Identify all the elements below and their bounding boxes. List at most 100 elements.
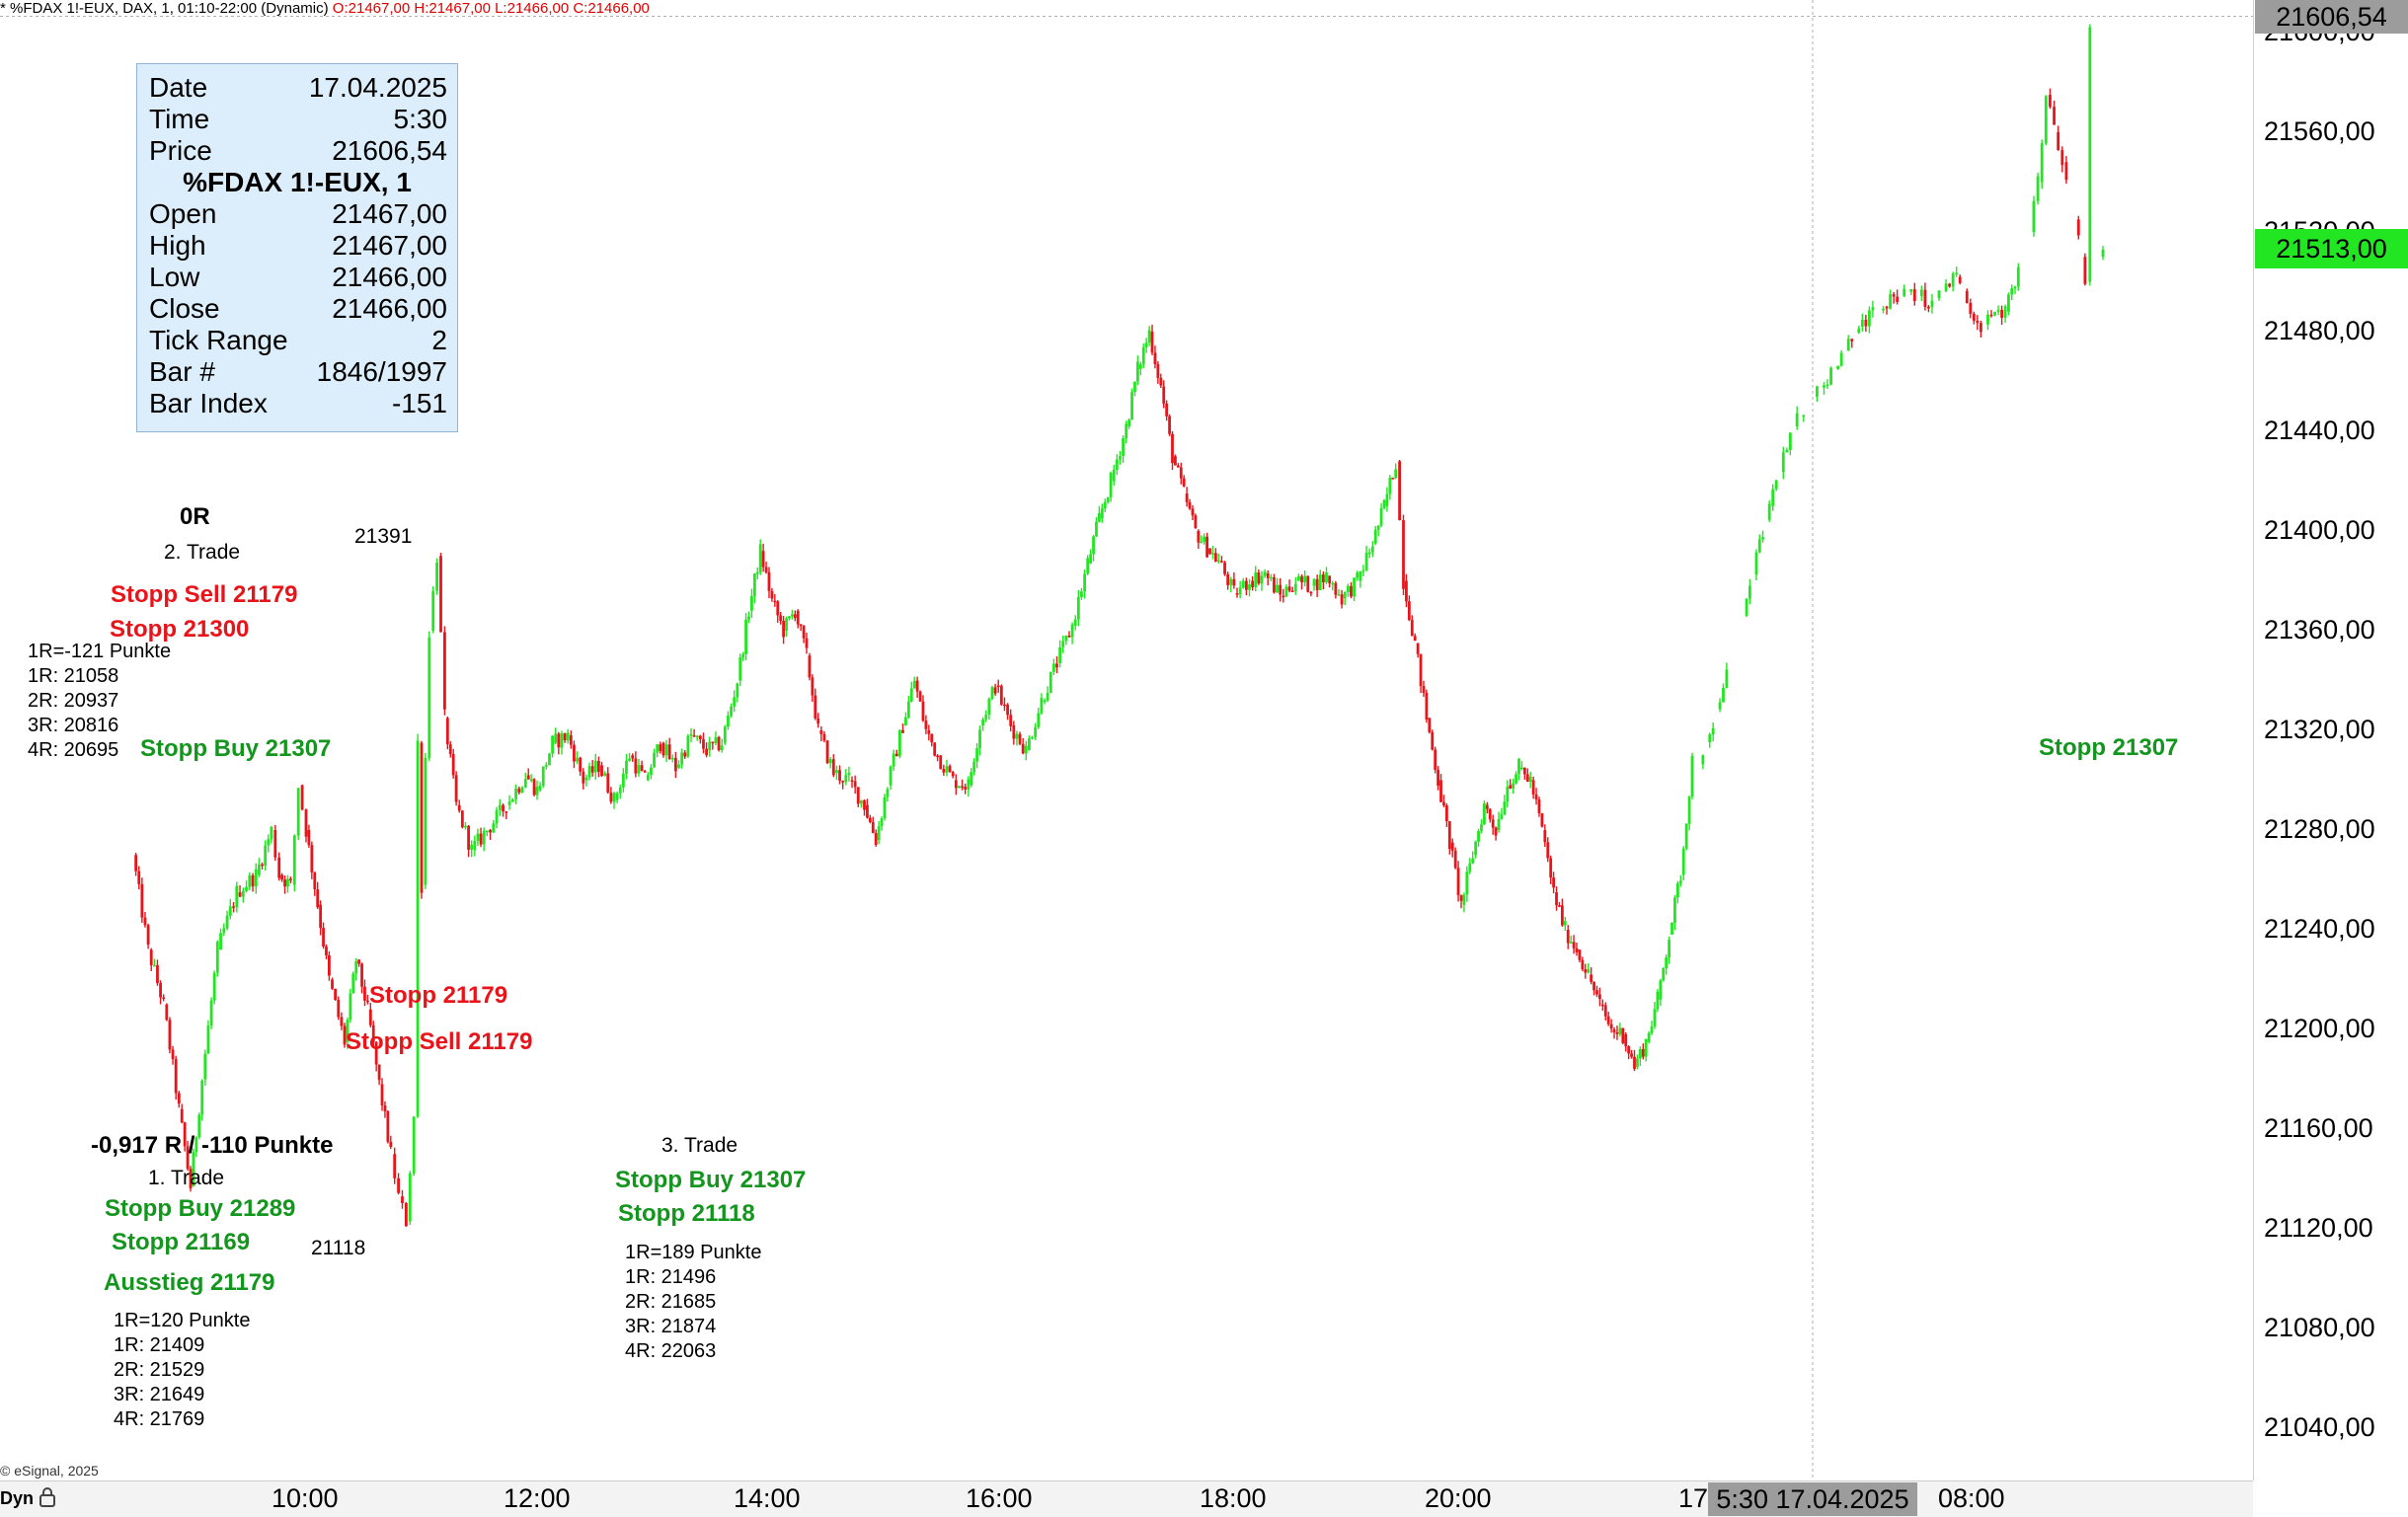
candle-body-up <box>727 716 730 727</box>
candle-body-up <box>975 748 978 762</box>
candle-body-down <box>1334 582 1338 595</box>
candle-body-up <box>228 906 232 916</box>
candle-body-down <box>368 1009 372 1025</box>
time-tick-label: 17 <box>1678 1483 1709 1513</box>
candle-body-up <box>747 616 750 620</box>
candle-body-up <box>1644 1038 1648 1057</box>
price-tick-label: 21560,00 <box>2264 116 2375 146</box>
info-value: 17.04.2025 <box>308 72 447 103</box>
lock-icon[interactable] <box>38 1486 57 1508</box>
info-row-price: Price 21606,54 <box>149 135 447 167</box>
candle-body-up <box>1346 585 1350 592</box>
candle-body-down <box>386 1110 390 1142</box>
candle-body-down <box>405 1202 408 1227</box>
candle-body-up <box>529 779 533 781</box>
candle-body-down <box>640 765 644 772</box>
info-value: 21467,00 <box>332 230 447 261</box>
info-label: Bar Index <box>149 388 268 418</box>
candle-body-up <box>714 736 718 743</box>
candle-body-up <box>267 839 271 846</box>
info-row-high: High 21467,00 <box>149 230 447 262</box>
candle-body-up <box>209 1000 213 1025</box>
candle-body-up <box>1788 432 1792 450</box>
price-tick-label: 21040,00 <box>2264 1412 2375 1442</box>
candle-body-up <box>1200 541 1204 544</box>
candle-body-up <box>1675 883 1679 898</box>
candle-body-down <box>667 744 671 760</box>
candle-body-up <box>1860 320 1864 327</box>
annotation-stopp-buy-21307-a: Stopp Buy 21307 <box>140 735 332 762</box>
candle-body-down <box>1428 718 1432 732</box>
candle-body-up <box>1331 582 1335 585</box>
candle-body-up <box>346 1020 350 1042</box>
candle-body-down <box>300 785 304 810</box>
candle-body-down <box>460 810 464 828</box>
candle-body-up <box>680 752 684 765</box>
candle-body-down <box>328 954 331 976</box>
candle-body-down <box>868 817 872 822</box>
candle-body-down <box>383 1104 387 1111</box>
candle-body-down <box>1572 942 1576 948</box>
info-label: Close <box>149 293 220 324</box>
candle-body-up <box>485 830 489 833</box>
candle-body-up <box>790 614 794 617</box>
candle-body-up <box>1993 311 1996 316</box>
candle-body-up <box>618 787 622 794</box>
candle-body-down <box>1549 858 1553 878</box>
candle-body-down <box>894 753 898 757</box>
candle-body-down <box>401 1196 404 1203</box>
price-chart[interactable] <box>0 0 2253 1480</box>
candle-body-up <box>1662 968 1666 981</box>
candle-body-down <box>901 729 904 733</box>
price-axis[interactable]: 21600,0021560,0021520,0021480,0021440,00… <box>2253 0 2408 1480</box>
candle-body-down <box>850 780 854 782</box>
candle-body-down <box>1003 704 1006 707</box>
candle-body-up <box>1293 583 1297 591</box>
candle-body-down <box>183 1122 187 1147</box>
annotation-r4-22063: 4R: 22063 <box>625 1340 717 1362</box>
candle-body-down <box>776 601 780 616</box>
candle-body-up <box>482 831 486 845</box>
candle-body-up <box>593 761 597 773</box>
candle-body-down <box>1972 313 1976 322</box>
candle-body-down <box>1156 363 1160 378</box>
candle-body-down <box>1290 590 1294 593</box>
candle-body-down <box>1892 294 1896 297</box>
annotation-r2-21529: 2R: 21529 <box>114 1359 205 1381</box>
candle-body-down <box>1244 580 1248 590</box>
candle-body-up <box>677 764 680 768</box>
candle-body-up <box>628 758 631 761</box>
candle-body-up <box>646 775 650 781</box>
candle-body-down <box>1540 812 1544 827</box>
candle-body-down <box>717 736 721 751</box>
candle-body-up <box>1089 554 1093 564</box>
candle-body-up <box>1684 823 1688 849</box>
candle-body-down <box>168 1020 172 1050</box>
candle-body-up <box>736 683 739 698</box>
candle-body-down <box>936 755 939 758</box>
candle-body-up <box>1248 584 1251 590</box>
candle-body-down <box>1006 704 1009 716</box>
candle-body-down <box>374 1041 378 1065</box>
candle-body-down <box>1205 536 1208 558</box>
candle-body-down <box>337 999 341 1018</box>
annotation-stopp-21169: Stopp 21169 <box>112 1229 251 1255</box>
candle-body-up <box>945 766 949 773</box>
candle-body-up <box>1115 459 1119 470</box>
candle-body-down <box>819 730 823 734</box>
candle-body-down <box>1398 461 1401 521</box>
candle-body-up <box>1076 596 1080 620</box>
dyn-label[interactable]: Dyn <box>0 1488 35 1508</box>
candle-body-up <box>1122 438 1125 456</box>
candle-body-down <box>918 691 922 702</box>
candle-body-down <box>999 685 1003 705</box>
candle-body-down <box>1251 580 1255 587</box>
info-row-low: Low 21466,00 <box>149 262 447 293</box>
info-value: 21606,54 <box>332 135 447 166</box>
candle-body-up <box>892 753 895 767</box>
candle-body-down <box>764 567 768 572</box>
candle-body-up <box>1385 493 1389 506</box>
candle-body-down <box>143 917 147 926</box>
candle-body-down <box>557 733 561 748</box>
